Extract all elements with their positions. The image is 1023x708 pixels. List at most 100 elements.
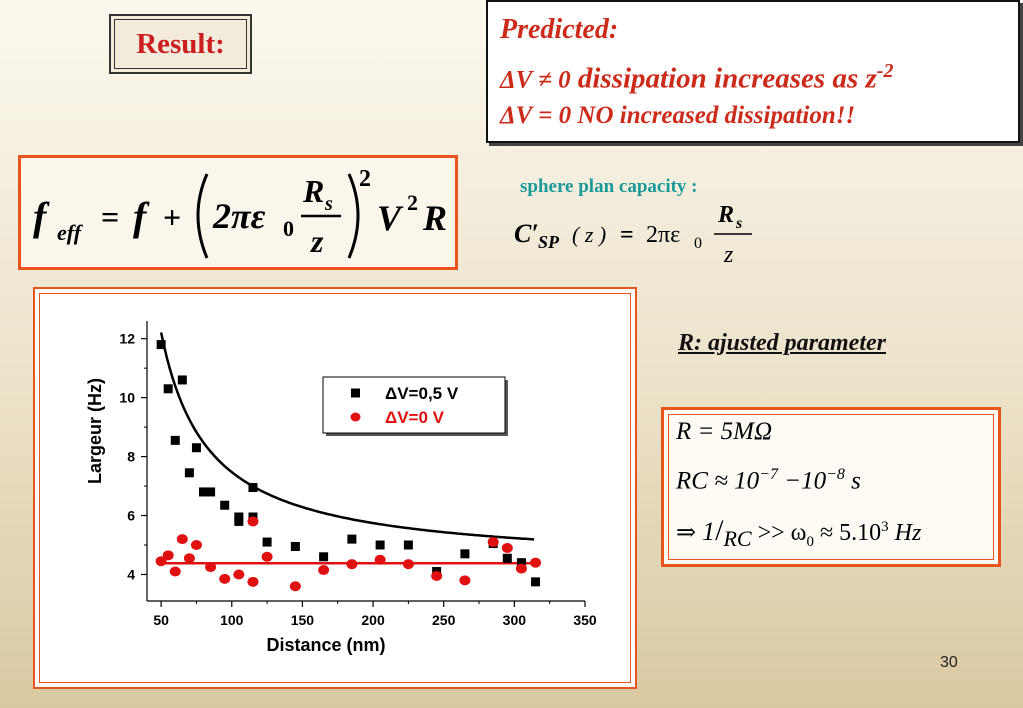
sphere-capacity-label: sphere plan capacity : (520, 176, 698, 197)
main-formula: f eff = f + 2πε 0 R s z 2 V 2 R (33, 166, 447, 259)
data-point-square (531, 577, 541, 587)
legend-marker-square (351, 388, 360, 398)
data-point-square (347, 534, 357, 544)
x-tick-label: 300 (503, 612, 527, 628)
formula-two-pi-eps: 2πε (212, 196, 266, 236)
x-tick-label: 150 (291, 612, 315, 628)
data-point-square (156, 340, 166, 350)
data-point-circle (183, 553, 195, 564)
data-point-circle (233, 569, 245, 580)
sphere-two-pi-eps: 2πε (646, 222, 680, 248)
data-point-circle (219, 573, 231, 584)
formula-V: V (377, 198, 404, 238)
main-formula-box: f eff = f + 2πε 0 R s z 2 V 2 R (18, 155, 458, 270)
r-line-3-d: Hz (888, 520, 922, 546)
data-point-square (248, 483, 258, 493)
predicted-box: Predicted: ΔV ≠ 0 dissipation increases … (486, 0, 1020, 143)
data-point-square (199, 487, 209, 497)
sphere-SP: SP (538, 232, 560, 252)
y-tick-label: 4 (127, 566, 135, 582)
r-line-2-b: −10 (777, 467, 827, 495)
data-point-circle (162, 550, 174, 561)
r-line-3-c: ≈ 5.10 (813, 520, 882, 546)
formula-V-square: 2 (407, 190, 418, 215)
r-line-3-arrow: ⇒ (676, 520, 697, 546)
data-point-circle (346, 559, 358, 570)
result-label-box: Result: (109, 14, 252, 74)
sphere-arg: ( z ) (572, 222, 606, 247)
r-line-3-exp: 3 (881, 519, 889, 535)
data-point-circle (247, 516, 259, 527)
legend-label: ΔV=0,5 V (385, 384, 459, 403)
data-point-circle (487, 537, 499, 548)
data-point-square (234, 516, 244, 526)
formula-R-tail: R (422, 198, 447, 238)
predicted-line-1-text: dissipation increases as z (577, 62, 877, 95)
r-line-2-exp-1: −7 (759, 466, 778, 483)
x-tick-label: 350 (573, 612, 597, 628)
formula-eff: eff (57, 220, 84, 245)
y-tick-label: 10 (119, 390, 135, 406)
r-parameter-box-inner (668, 414, 994, 560)
data-point-square (516, 558, 526, 568)
formula-R: R (302, 173, 324, 209)
sphere-s: s (735, 215, 742, 232)
r-line-2-exp-2: −8 (826, 466, 845, 483)
data-point-square (220, 500, 230, 510)
data-point-circle (205, 562, 217, 573)
sphere-equals: = (620, 222, 634, 248)
r-line-3-sub: 0 (806, 533, 814, 550)
formula-equals: = (101, 199, 119, 235)
r-line-3-denominator: RC (723, 525, 752, 551)
data-point-circle (431, 570, 443, 581)
y-tick-label: 6 (127, 508, 135, 524)
x-tick-label: 250 (432, 612, 456, 628)
data-point-circle (261, 551, 273, 562)
chart-frame-inner (39, 293, 631, 683)
legend-box (322, 376, 506, 434)
data-point-circle (515, 563, 527, 574)
data-point-square (177, 375, 187, 385)
x-tick-label: 50 (153, 612, 169, 628)
result-label: Result: (114, 19, 247, 69)
data-point-circle (247, 576, 259, 587)
data-point-square (191, 443, 201, 453)
r-line-3-b: >> ω (751, 520, 807, 546)
data-point-square (319, 552, 329, 562)
left-paren (196, 173, 209, 259)
data-point-square (375, 540, 385, 550)
formula-s: s (324, 193, 333, 215)
data-point-circle (402, 559, 414, 570)
chart-frame: 4 6 8 10 12 50 100 150 200 250 300 350 Distance (nm)… (33, 287, 637, 689)
data-point-square (290, 541, 300, 551)
formula-f: f (33, 194, 50, 239)
data-point-circle (169, 566, 181, 577)
formula-square: 2 (359, 166, 371, 192)
r-parameter-box: R = 5MΩ RC ≈ 10−7 −10−8 s ⇒ 1/RC >> ω0 ≈… (661, 407, 1001, 567)
sphere-formula: C′ SP ( z ) = 2πε 0 R s z (514, 202, 752, 268)
sphere-zero: 0 (694, 235, 702, 252)
data-point-circle (289, 581, 301, 592)
data-point-square (170, 435, 180, 445)
right-paren (347, 173, 360, 259)
data-point-square (262, 537, 272, 547)
fit-line (159, 332, 535, 541)
data-point-square (184, 468, 194, 478)
data-point-square (206, 487, 216, 497)
y-tick-label: 12 (119, 331, 135, 347)
data-point-square (502, 553, 512, 563)
data-point-circle (459, 575, 471, 586)
data-point-circle (530, 557, 542, 568)
predicted-title: Predicted: (500, 14, 619, 45)
x-axis-label: Distance (nm) (266, 635, 385, 655)
data-point-circle (374, 554, 386, 565)
r-line-2-c: s (844, 467, 861, 495)
formula-z: z (310, 223, 324, 259)
data-point-square (403, 540, 413, 550)
predicted-line-2: ΔV = 0 NO increased dissipation!! (500, 102, 856, 129)
predicted-line-1-condition: ΔV ≠ 0 (500, 66, 571, 94)
predicted-line-1: ΔV ≠ 0 dissipation increases as z-2 (500, 60, 893, 96)
x-tick-label: 100 (220, 612, 244, 628)
formula-plus: + (163, 199, 181, 235)
r-line-3-numerator: 1 (702, 517, 716, 546)
